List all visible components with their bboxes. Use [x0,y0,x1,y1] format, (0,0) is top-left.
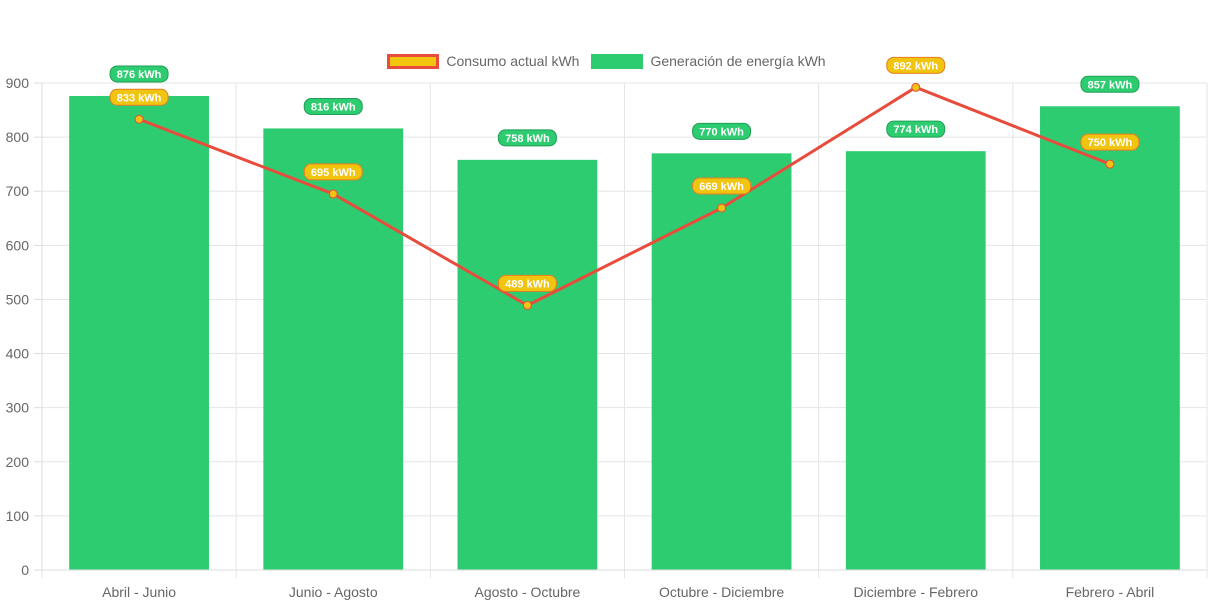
line-data-label: 489 kWh [505,278,550,290]
line-data-label-group: 489 kWh [497,274,557,292]
y-tick-label: 900 [6,75,30,91]
x-tick-label: Abril - Junio [102,584,176,600]
x-tick-label: Diciembre - Febrero [854,584,979,600]
bar-data-label: 857 kWh [1088,79,1133,91]
y-tick-label: 0 [21,562,29,578]
bar-data-label-background [497,129,557,147]
bar-data-label-background [109,65,169,83]
x-tick-label: Agosto - Octubre [475,584,581,600]
bar-data-label: 876 kWh [117,69,162,81]
legend-label-consumo: Consumo actual kWh [446,53,580,69]
line-data-label-background [303,163,363,181]
y-tick-label: 200 [6,454,30,470]
y-tick-label: 300 [6,400,30,416]
bar-data-label: 770 kWh [699,126,744,138]
consumo-point[interactable] [328,189,338,199]
line-data-label-group: 750 kWh [1080,133,1140,151]
y-tick-label: 700 [6,183,30,199]
line-data-label-background [109,88,169,106]
consumo-point[interactable] [717,203,727,213]
data-label-layer: 876 kWh 816 kWh 758 kWh 770 kWh 774 kWh 857 k… [109,56,1140,292]
bar-generacion[interactable] [1040,106,1180,571]
bar-data-label-group: 770 kWh [692,122,752,140]
line-data-label-group: 695 kWh [303,163,363,181]
y-tick-label: 400 [6,346,30,362]
legend: Consumo actual kWh Generación de energía… [0,50,1213,72]
y-tick-label: 800 [6,129,30,145]
bar-data-label-group: 816 kWh [303,97,363,115]
consumo-point[interactable] [1105,159,1115,169]
line-data-label-group: 892 kWh [886,56,946,74]
bar-generacion[interactable] [845,151,986,570]
x-tick-label: Octubre - Diciembre [659,584,784,600]
x-tick-label: Febrero - Abril [1066,584,1155,600]
bar-data-label: 816 kWh [311,101,356,113]
bar-data-label-group: 774 kWh [886,120,946,138]
bar-data-label-background [303,97,363,115]
bar-data-label: 774 kWh [893,124,938,136]
bar-generacion[interactable] [263,128,404,570]
legend-item-generacion[interactable]: Generación de energía kWh [591,50,826,72]
bar-layer [69,95,1180,571]
line-data-label-background [886,56,946,74]
legend-swatch-consumo [387,53,440,69]
y-tick-label: 100 [6,508,30,524]
bar-data-label-background [1080,75,1140,93]
axis-layer: 0 100 200 300 400 500 600 700 800 900 Abril - Juni… [6,75,1207,600]
bar-data-label: 758 kWh [505,133,550,145]
legend-label-generacion: Generación de energía kWh [650,53,826,69]
grid-layer [41,82,1208,578]
bar-data-label-group: 857 kWh [1080,75,1140,93]
bar-data-label-group: 876 kWh [109,65,169,83]
bar-generacion[interactable] [457,159,598,571]
bar-data-label-background [692,122,752,140]
line-data-label-background [692,177,752,195]
bar-data-label-background [886,120,946,138]
consumo-point[interactable] [911,82,921,92]
bar-generacion[interactable] [69,95,209,570]
line-data-label: 892 kWh [893,60,938,72]
consumo-line[interactable] [137,85,1112,307]
x-tick-label: Junio - Agosto [289,584,378,600]
line-data-label: 750 kWh [1088,137,1133,149]
line-data-label-background [1080,133,1140,151]
y-tick-label: 500 [6,291,30,307]
line-layer [134,82,1115,310]
bar-data-label-group: 758 kWh [497,129,557,147]
y-tick-label: 600 [6,237,30,253]
line-data-label-group: 833 kWh [109,88,169,106]
line-data-label: 695 kWh [311,167,356,179]
legend-item-consumo[interactable]: Consumo actual kWh [387,50,579,72]
consumo-point[interactable] [134,114,144,124]
line-data-label: 833 kWh [117,92,162,104]
bar-generacion[interactable] [651,153,792,570]
line-data-label-group: 669 kWh [692,177,752,195]
line-data-label: 669 kWh [699,181,744,193]
legend-swatch-generacion [591,53,644,69]
line-data-label-background [497,274,557,292]
consumo-point[interactable] [522,300,532,310]
